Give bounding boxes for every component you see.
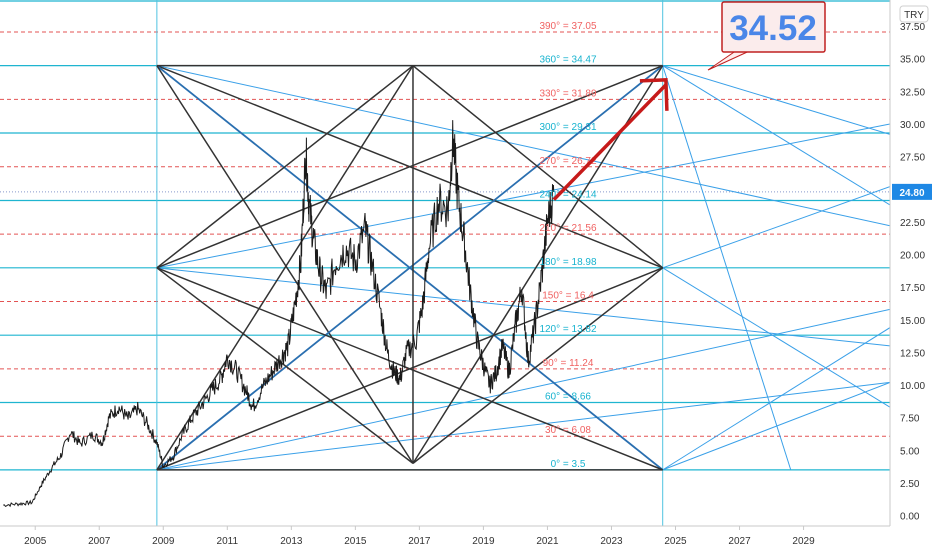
y-tick-label: 17.50 bbox=[900, 283, 925, 294]
fan-line bbox=[662, 327, 891, 471]
x-tick-label: 2023 bbox=[600, 536, 623, 547]
fan-line bbox=[662, 381, 891, 471]
level-label: 390° = 37.05 bbox=[539, 21, 597, 32]
level-label: 270° = 26.72 bbox=[539, 156, 597, 167]
x-tick-label: 2027 bbox=[728, 536, 751, 547]
fan-line bbox=[662, 65, 891, 135]
level-label: 240° = 24.14 bbox=[539, 189, 597, 200]
fan-line bbox=[156, 123, 891, 269]
price-series bbox=[3, 120, 555, 508]
star-line bbox=[156, 65, 414, 464]
star-line bbox=[156, 64, 663, 269]
fan-line bbox=[156, 65, 891, 227]
level-label: 330° = 31.89 bbox=[539, 88, 597, 99]
x-tick-label: 2011 bbox=[217, 536, 239, 547]
fan-line bbox=[156, 308, 891, 471]
level-label: 150° = 16.4 bbox=[542, 291, 594, 302]
x-tick-label: 2021 bbox=[536, 536, 559, 547]
x-tick-label: 2025 bbox=[664, 536, 687, 547]
level-label: 300° = 29.31 bbox=[539, 122, 597, 133]
level-label: 360° = 34.47 bbox=[539, 55, 597, 66]
y-tick-label: 10.00 bbox=[900, 381, 925, 392]
current-price-value: 24.80 bbox=[899, 188, 924, 199]
y-tick-label: 32.50 bbox=[900, 87, 925, 98]
star-line bbox=[156, 65, 414, 269]
price-callout: 34.52 bbox=[707, 1, 826, 71]
level-labels: 0° = 3.5 30° = 6.08 60° = 8.66 90° = 11.24 1… bbox=[539, 21, 597, 470]
y-tick-label: 22.50 bbox=[900, 218, 925, 229]
fan-line bbox=[662, 65, 792, 471]
callout-value: 34.52 bbox=[729, 9, 817, 48]
arrow-shaft bbox=[552, 83, 668, 201]
y-tick-label: 15.00 bbox=[900, 316, 925, 327]
level-label: 60° = 8.66 bbox=[545, 392, 591, 403]
level-label: 90° = 11.24 bbox=[543, 358, 594, 369]
current-price-badge: 24.80 bbox=[892, 183, 932, 200]
x-tick-label: 2015 bbox=[344, 536, 367, 547]
fan-line bbox=[662, 267, 891, 408]
trend-arrow bbox=[552, 78, 669, 201]
star-line bbox=[156, 64, 664, 471]
callout-box bbox=[721, 1, 826, 53]
x-tick-label: 2009 bbox=[152, 536, 175, 547]
x-axis-ticks: 2005 2007 2009 2011 2013 2015 2017 2019 2021 2023… bbox=[24, 526, 815, 547]
level-label: 210° = 21.56 bbox=[539, 223, 597, 234]
currency-label: TRY bbox=[904, 10, 924, 21]
arrow-head bbox=[639, 78, 669, 111]
x-tick-label: 2017 bbox=[408, 536, 431, 547]
x-tick-label: 2029 bbox=[792, 536, 815, 547]
x-tick-label: 2007 bbox=[88, 536, 111, 547]
currency-button[interactable]: TRY bbox=[899, 5, 929, 23]
fan-line bbox=[662, 65, 891, 206]
x-tick-label: 2005 bbox=[24, 536, 47, 547]
light-fan-lines bbox=[156, 65, 891, 471]
level-label: 0° = 3.5 bbox=[551, 459, 586, 470]
y-tick-label: 35.00 bbox=[900, 55, 925, 66]
y-tick-label: 20.00 bbox=[900, 251, 925, 262]
y-tick-label: 7.50 bbox=[900, 414, 920, 425]
level-label: 30° = 6.08 bbox=[545, 425, 591, 436]
y-tick-label: 2.50 bbox=[900, 479, 920, 490]
x-tick-label: 2013 bbox=[280, 536, 303, 547]
y-tick-label: 27.50 bbox=[900, 153, 925, 164]
level-label: 120° = 13.82 bbox=[539, 324, 597, 335]
y-tick-label: 0.00 bbox=[900, 512, 920, 523]
star-line bbox=[412, 65, 664, 269]
y-tick-label: 37.50 bbox=[900, 22, 925, 33]
star-line bbox=[412, 267, 664, 464]
price-line bbox=[3, 120, 555, 508]
level-label: 180° = 18.98 bbox=[539, 257, 597, 268]
fan-line bbox=[662, 186, 891, 269]
x-tick-label: 2019 bbox=[472, 536, 495, 547]
star-line bbox=[156, 267, 663, 471]
y-tick-label: 30.00 bbox=[900, 120, 925, 131]
y-tick-label: 5.00 bbox=[900, 446, 920, 457]
y-tick-label: 12.50 bbox=[900, 348, 925, 359]
star-line bbox=[156, 267, 414, 464]
